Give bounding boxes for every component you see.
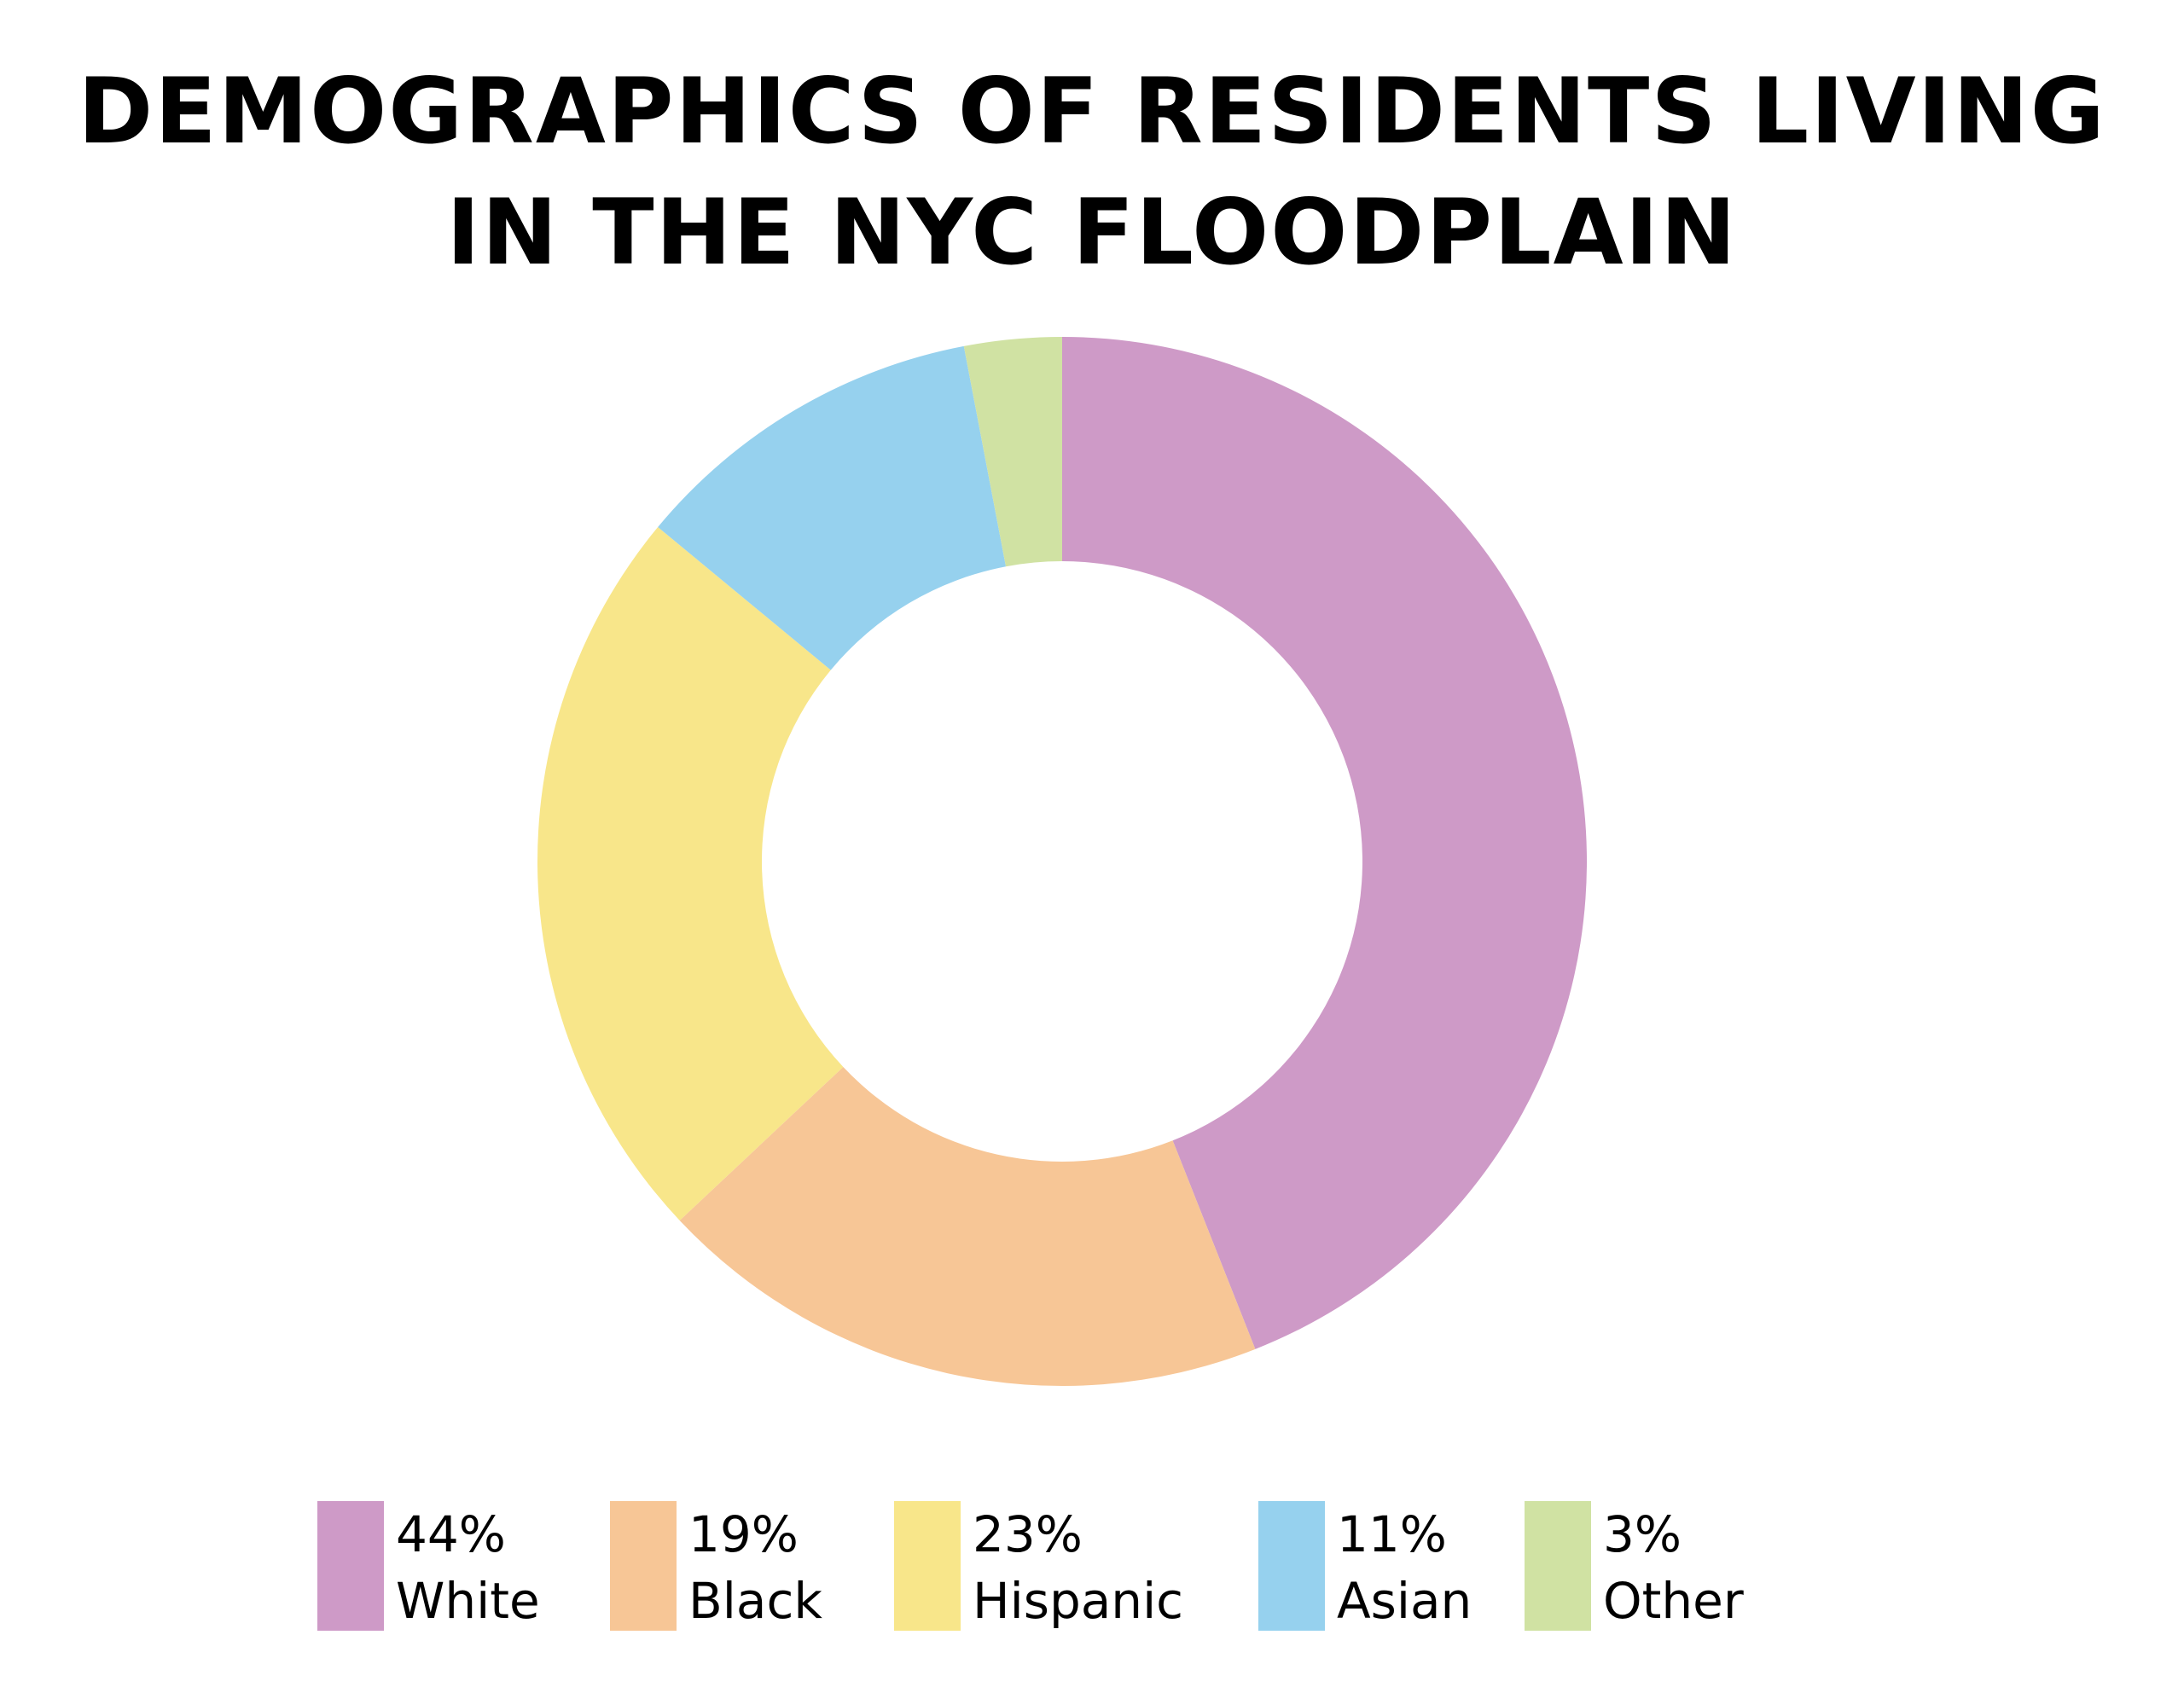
chart-legend: 44% White 19% Black 23% Hispanic 11% Asian 3% Oth… [0,1501,2184,1638]
legend-swatch-hispanic [894,1501,961,1631]
legend-swatch-other [1525,1501,1591,1631]
legend-label-white: White [396,1572,540,1630]
legend-swatch-asian [1258,1501,1325,1631]
legend-text-other: 3% Other [1603,1501,1744,1634]
donut-slice-asian [658,345,1007,670]
legend-text-asian: 11% Asian [1337,1501,1472,1634]
donut-slice-black [679,1066,1256,1386]
legend-label-hispanic: Hispanic [973,1572,1184,1630]
legend-value-hispanic: 23% [973,1505,1083,1563]
legend-value-black: 19% [688,1505,799,1563]
chart-title: DEMOGRAPHICS OF RESIDENTS LIVING IN THE … [0,51,2184,293]
donut-slice-white [1062,337,1587,1349]
legend-swatch-black [610,1501,677,1631]
legend-swatch-white [317,1501,384,1631]
chart-title-line-1: DEMOGRAPHICS OF RESIDENTS LIVING [78,59,2106,164]
legend-text-hispanic: 23% Hispanic [973,1501,1183,1634]
legend-value-white: 44% [396,1505,506,1563]
legend-value-other: 3% [1603,1505,1682,1563]
legend-text-white: 44% White [396,1501,540,1634]
chart-title-line-2: IN THE NYC FLOODPLAIN [446,180,1738,285]
legend-label-other: Other [1603,1572,1744,1630]
legend-label-asian: Asian [1337,1572,1472,1630]
legend-label-black: Black [688,1572,822,1630]
legend-text-black: 19% Black [688,1501,822,1634]
legend-value-asian: 11% [1337,1505,1447,1563]
donut-slice-other [963,337,1062,567]
donut-slice-hispanic [537,526,844,1220]
